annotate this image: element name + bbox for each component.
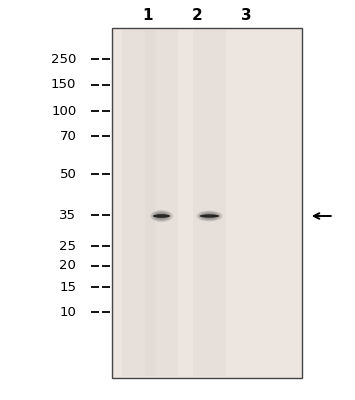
Ellipse shape bbox=[203, 213, 216, 219]
Ellipse shape bbox=[204, 214, 214, 218]
Ellipse shape bbox=[153, 214, 170, 218]
Text: 150: 150 bbox=[51, 78, 76, 91]
Ellipse shape bbox=[153, 212, 170, 220]
Text: 20: 20 bbox=[59, 259, 76, 272]
Ellipse shape bbox=[157, 214, 166, 218]
Bar bbox=[112, 28, 302, 378]
Ellipse shape bbox=[201, 213, 218, 219]
Ellipse shape bbox=[154, 212, 169, 220]
Ellipse shape bbox=[196, 210, 223, 222]
Text: 15: 15 bbox=[59, 281, 76, 294]
Bar bbox=[121, 30, 155, 376]
Text: 250: 250 bbox=[51, 53, 76, 66]
Text: 1: 1 bbox=[142, 8, 153, 24]
Ellipse shape bbox=[156, 213, 167, 219]
Bar bbox=[193, 30, 226, 376]
Ellipse shape bbox=[198, 211, 221, 221]
Ellipse shape bbox=[159, 214, 164, 218]
Ellipse shape bbox=[208, 215, 211, 217]
Text: 70: 70 bbox=[59, 130, 76, 142]
Ellipse shape bbox=[205, 215, 214, 217]
Text: 25: 25 bbox=[59, 240, 76, 253]
Text: 100: 100 bbox=[51, 105, 76, 118]
Ellipse shape bbox=[206, 215, 213, 217]
Text: 2: 2 bbox=[192, 8, 202, 24]
Ellipse shape bbox=[160, 215, 163, 217]
Ellipse shape bbox=[200, 214, 219, 218]
Text: 10: 10 bbox=[59, 306, 76, 318]
Ellipse shape bbox=[158, 215, 165, 217]
Ellipse shape bbox=[150, 210, 173, 222]
Bar bbox=[145, 30, 179, 376]
Ellipse shape bbox=[200, 212, 219, 220]
Text: 50: 50 bbox=[59, 168, 76, 181]
Ellipse shape bbox=[152, 211, 171, 221]
Text: 3: 3 bbox=[241, 8, 252, 24]
Text: 35: 35 bbox=[59, 209, 76, 222]
